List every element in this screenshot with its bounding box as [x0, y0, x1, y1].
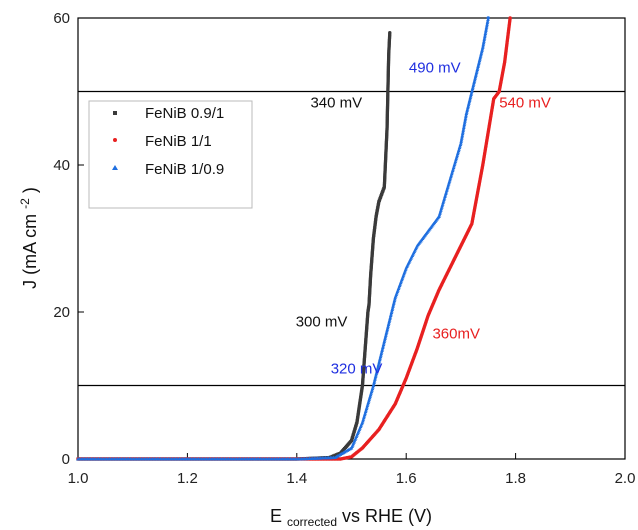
x-axis-title: E corrected vs RHE (V): [270, 506, 432, 530]
legend-box: [88, 100, 253, 209]
annotation-label: 340 mV: [310, 95, 362, 112]
data-series: [76, 16, 512, 461]
legend-marker-1: [113, 138, 117, 142]
legend-marker-0: [113, 111, 117, 115]
axis-ticks: 1.0 1.2 1.4 1.6 1.8 2.0 0 20 40 60: [53, 10, 635, 487]
reference-lines: [78, 90, 625, 387]
annotation-label: 540 mV: [499, 95, 551, 112]
y-tick-label: 40: [53, 157, 70, 174]
legend-label-1: FeNiB 1/1: [145, 133, 212, 150]
x-tick-label: 1.2: [177, 470, 198, 487]
x-tick-label: 1.4: [286, 470, 307, 487]
y-tick-label: 20: [53, 304, 70, 321]
x-tick-label: 1.8: [505, 470, 526, 487]
legend: FeNiB 0.9/1 FeNiB 1/1 FeNiB 1/0.9: [88, 100, 253, 209]
data-point: [486, 16, 490, 20]
plot-frame: [77, 17, 626, 460]
x-axis-title-rest: vs RHE (V): [342, 506, 432, 526]
y-axis-title: J (mA cm -2 ): [13, 187, 40, 289]
annotation-label: 490 mV: [409, 59, 461, 76]
y-axis-title-main: J (mA cm: [20, 214, 40, 289]
legend-marker-2: [112, 165, 118, 170]
data-point: [388, 31, 392, 35]
x-tick-label: 1.0: [68, 470, 89, 487]
x-axis-title-main: E: [270, 506, 282, 526]
series-1: [76, 16, 512, 461]
series-2: [76, 16, 490, 461]
legend-label-0: FeNiB 0.9/1: [145, 105, 224, 122]
y-tick-label: 60: [53, 10, 70, 27]
y-axis-title-sup: -2: [18, 198, 32, 209]
annotation-label: 360mV: [432, 325, 480, 342]
annotations: 340 mV 490 mV 540 mV 300 mV 320 mV 360mV: [296, 59, 551, 377]
x-tick-label: 1.6: [396, 470, 417, 487]
annotation-label: 320 mV: [331, 361, 383, 378]
y-tick-label: 0: [62, 451, 70, 468]
y-axis-title-end: ): [20, 187, 40, 193]
legend-label-2: FeNiB 1/0.9: [145, 161, 224, 178]
x-tick-label: 2.0: [615, 470, 636, 487]
data-point: [508, 16, 512, 20]
x-axis-title-sub: corrected: [287, 515, 337, 529]
annotation-label: 300 mV: [296, 314, 348, 331]
